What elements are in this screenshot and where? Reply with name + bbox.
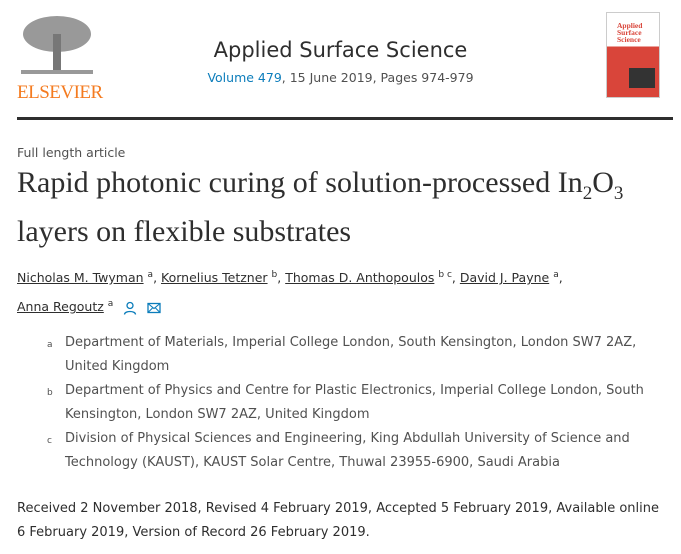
affiliation-a: a Department of Materials, Imperial Colle… [47, 335, 637, 374]
author-link[interactable]: Thomas D. Anthopoulos [285, 270, 435, 286]
affiliation-b: b Department of Physics and Centre for Pl… [47, 383, 644, 422]
cover-image [629, 68, 655, 88]
elsevier-wordmark: ELSEVIER [17, 82, 103, 103]
article-type: Full length article [17, 145, 126, 160]
journal-volume-info: Volume 479, 15 June 2019, Pages 974-979 [207, 70, 474, 85]
article-history-dates: Received 2 November 2018, Revised 4 Febr… [17, 501, 659, 540]
email-icon[interactable] [147, 302, 161, 314]
elsevier-logo[interactable]: ELSEVIER [17, 12, 103, 103]
author-link[interactable]: Anna Regoutz [17, 299, 104, 315]
tree-icon [21, 16, 93, 74]
journal-title[interactable]: Applied Surface Science [213, 38, 468, 62]
affiliation-c: c Division of Physical Sciences and Engin… [47, 431, 630, 470]
journal-cover-thumbnail[interactable]: Applied Surface Science [606, 12, 660, 98]
author-list: Nicholas M. Twyman a, Kornelius Tetzner … [17, 270, 563, 315]
volume-link[interactable]: Volume 479 [207, 70, 282, 85]
person-icon[interactable] [123, 301, 137, 315]
author-link[interactable]: David J. Payne [459, 270, 550, 286]
header-divider [17, 117, 673, 120]
author-link[interactable]: Nicholas M. Twyman [17, 270, 144, 286]
author-link[interactable]: Kornelius Tetzner [161, 270, 268, 286]
article-title: Rapid photonic curing of solution-proces… [17, 166, 624, 248]
